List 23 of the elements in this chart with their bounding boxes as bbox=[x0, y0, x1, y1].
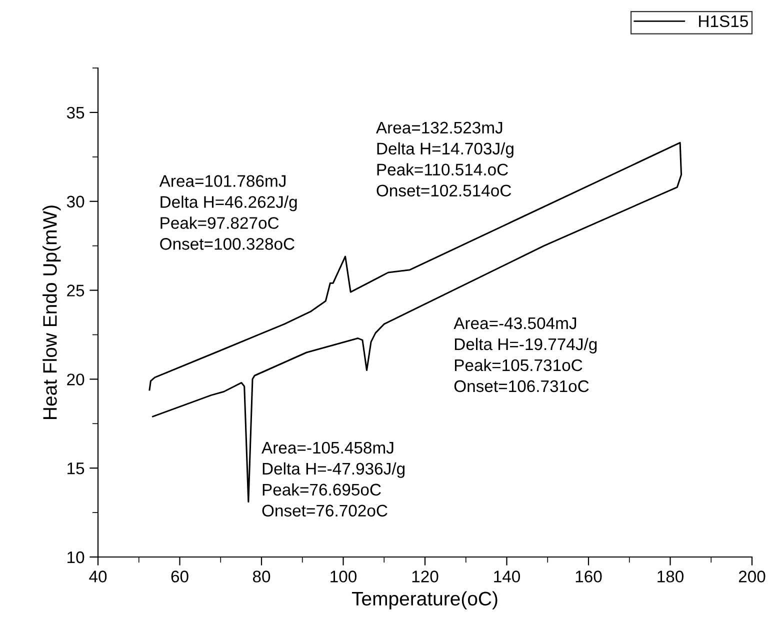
annotation: Area=101.786mJ Delta H=46.262J/g Peak=97.827oC Onset=100.328oC bbox=[159, 175, 297, 250]
x-tick-label: 200 bbox=[738, 570, 766, 582]
y-tick-label: 15 bbox=[68, 462, 84, 474]
x-tick-label: 140 bbox=[494, 570, 520, 582]
y-tick-label: 30 bbox=[66, 196, 84, 208]
x-tick-label: 180 bbox=[658, 570, 684, 582]
x-tick-label: 80 bbox=[252, 570, 270, 582]
x-tick-label: 60 bbox=[171, 570, 188, 582]
x-axis-title: Temperature(oC) bbox=[352, 591, 498, 610]
y-tick-label: 10 bbox=[68, 551, 84, 564]
legend-label: H1S15 bbox=[699, 15, 748, 28]
y-axis-title: Heat Flow Endo Up(mW) bbox=[42, 206, 61, 419]
y-tick-label: 20 bbox=[67, 374, 84, 386]
x-tick-label: 100 bbox=[330, 570, 357, 582]
x-tick-label: 40 bbox=[89, 570, 107, 582]
y-tick-label: 25 bbox=[67, 284, 84, 296]
annotation: Area=-43.504mJ Delta H=-19.774J/g Peak=105.731oC Onset=106.731oC bbox=[454, 317, 597, 392]
y-tick-label: 35 bbox=[66, 106, 84, 119]
x-tick-label: 160 bbox=[576, 570, 602, 582]
annotation: Area=-105.458mJ Delta H=-47.936J/g Peak=76.695oC Onset=76.702oC bbox=[262, 442, 404, 517]
x-tick-label: 120 bbox=[412, 570, 438, 582]
line-series bbox=[148, 142, 682, 503]
annotation: Area=132.523mJ Delta H=14.703J/g Peak=110.514.oC Onset=102.514oC bbox=[376, 122, 514, 196]
